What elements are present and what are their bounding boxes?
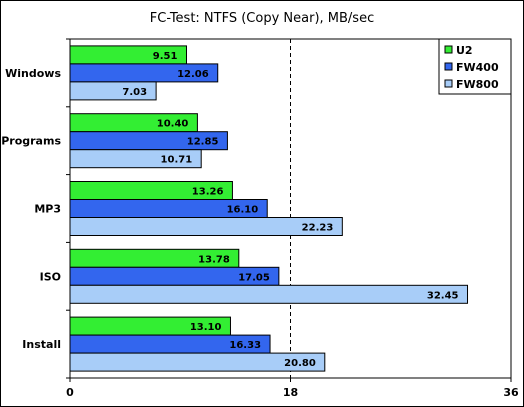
legend-swatch — [444, 79, 453, 88]
legend-label: FW400 — [456, 61, 499, 74]
category-label: Programs — [1, 135, 61, 148]
category-label: Install — [22, 338, 61, 351]
data-label: 9.51 — [153, 51, 178, 62]
bar — [69, 149, 202, 169]
x-tick-label: 18 — [283, 386, 298, 399]
legend-label: U2 — [456, 44, 473, 57]
data-label: 10.40 — [157, 119, 189, 130]
category-label: ISO — [40, 270, 61, 283]
bar — [69, 284, 469, 304]
data-label: 16.33 — [229, 340, 261, 351]
data-label: 20.80 — [284, 358, 316, 369]
x-tick-label: 0 — [66, 386, 74, 399]
legend-swatch — [444, 62, 453, 71]
data-label: 10.71 — [161, 155, 193, 166]
data-label: 7.03 — [122, 87, 147, 98]
chart-title: FC-Test: NTFS (Copy Near), MB/sec — [150, 11, 374, 26]
bar — [69, 352, 326, 372]
category-label: MP3 — [34, 203, 61, 216]
legend-swatch — [444, 45, 453, 54]
data-label: 12.06 — [177, 69, 209, 80]
data-label: 17.05 — [238, 272, 270, 283]
data-label: 22.23 — [302, 223, 334, 234]
legend-label: FW800 — [456, 78, 499, 91]
bar — [69, 217, 343, 236]
data-label: 32.45 — [427, 290, 459, 301]
data-label: 12.85 — [187, 137, 219, 148]
plot-area: Windows 9.51 12.06 7.03 Programs 10.40 12.85 10… — [1, 38, 519, 399]
category-label: Windows — [5, 67, 61, 80]
bar — [69, 81, 157, 101]
data-label: 13.10 — [190, 322, 222, 333]
legend: U2 FW400 FW800 — [438, 38, 512, 95]
data-label: 16.10 — [227, 205, 259, 216]
x-tick-label: 36 — [503, 386, 519, 399]
data-label: 13.78 — [198, 254, 230, 265]
data-label: 13.26 — [192, 187, 224, 198]
